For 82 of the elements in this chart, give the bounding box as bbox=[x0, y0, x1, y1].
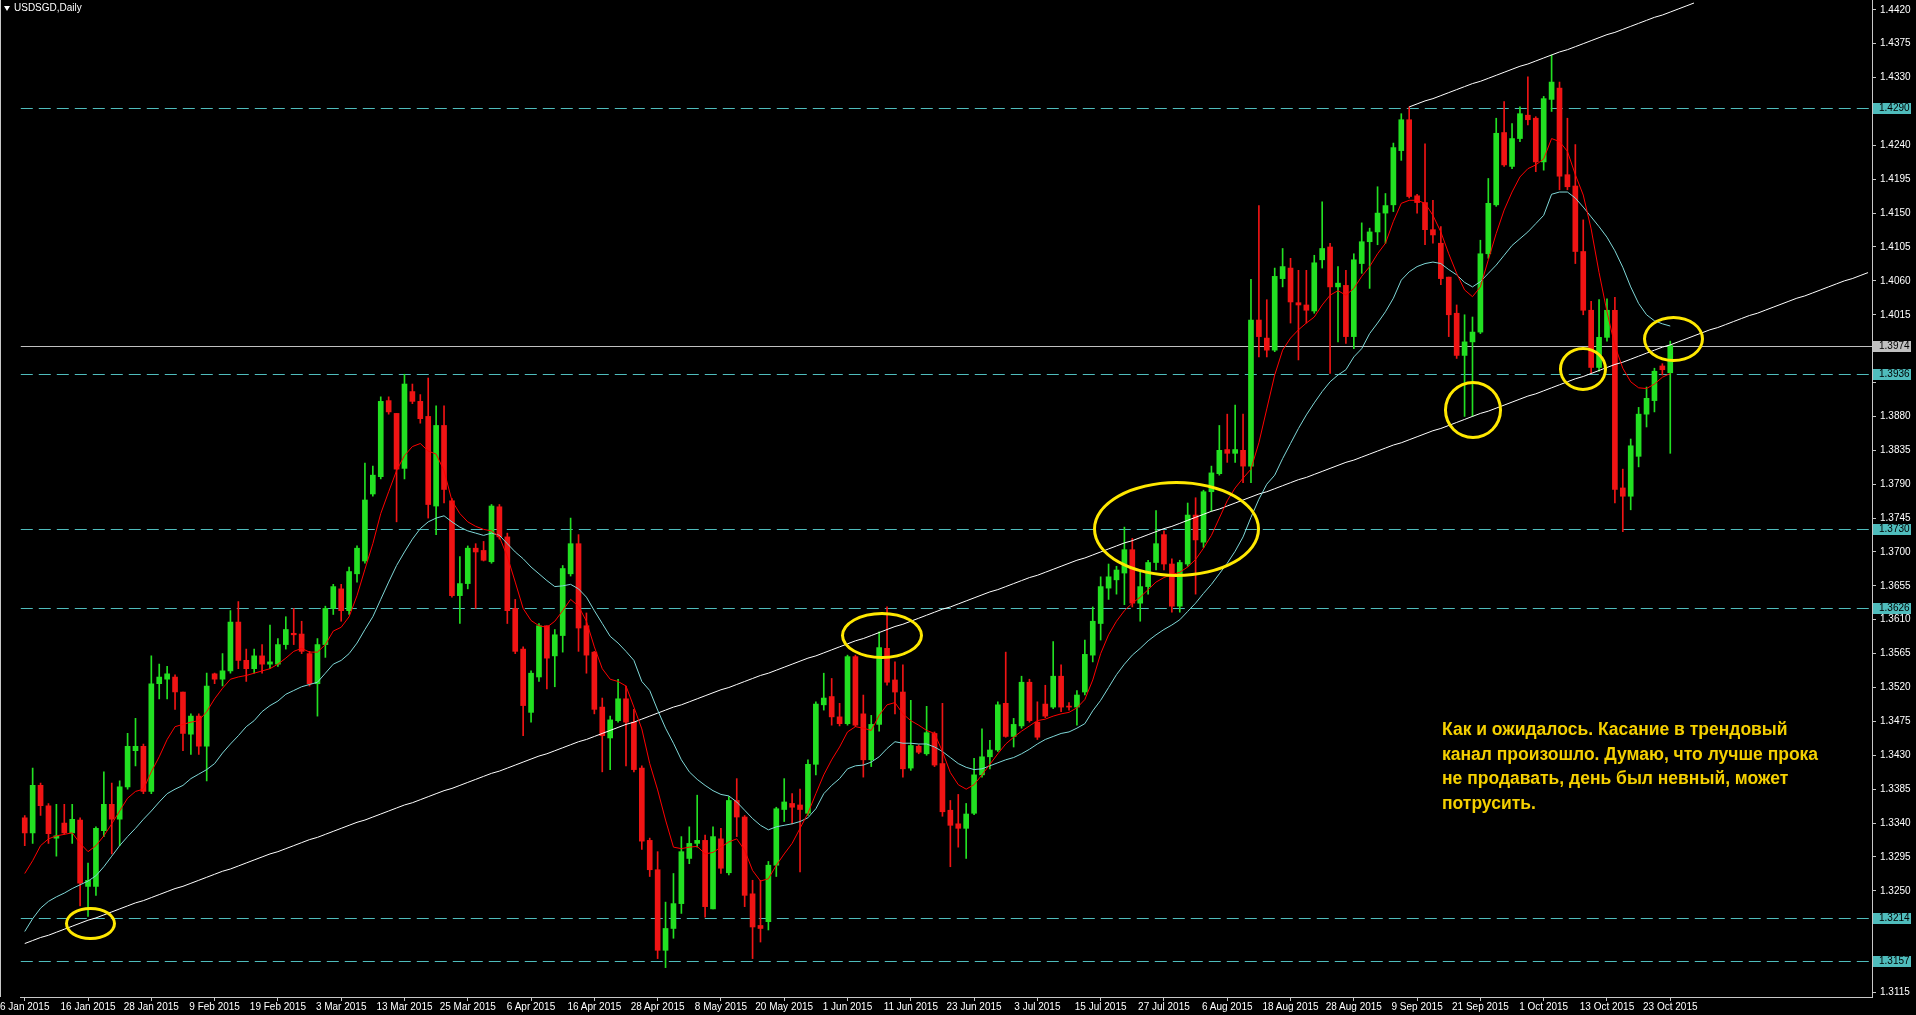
y-tick-label: 1.3610 bbox=[1880, 613, 1912, 625]
y-tick-label: 1.4015 bbox=[1880, 308, 1912, 320]
candlestick bbox=[955, 794, 962, 848]
y-tick-label: 1.4150 bbox=[1880, 206, 1912, 218]
x-tick-label: 1 Oct 2015 bbox=[1519, 1000, 1569, 1012]
chart-title: USDSGD,Daily bbox=[14, 2, 82, 14]
y-tick-label: 1.3295 bbox=[1880, 850, 1912, 862]
ref-line-label: 1.3730 bbox=[1879, 523, 1911, 535]
y-tick-label: 1.3340 bbox=[1880, 816, 1912, 828]
annotation: Как и ожидалось. Касание в трендовый канал произошло. Думаю, что лучше прока не продавать, день был невный, может потрусить. bbox=[1442, 718, 1820, 815]
x-tick-label: 3 Mar 2015 bbox=[315, 1000, 367, 1012]
y-tick-label: 1.4240 bbox=[1880, 139, 1912, 151]
x-tick-label: 9 Feb 2015 bbox=[189, 1000, 241, 1012]
y-tick-label: 1.3115 bbox=[1880, 986, 1911, 998]
x-tick-label: 20 May 2015 bbox=[755, 1000, 814, 1012]
y-tick-label: 1.3835 bbox=[1880, 444, 1912, 456]
y-tick-label: 1.4330 bbox=[1880, 71, 1912, 83]
x-tick-label: 8 May 2015 bbox=[694, 1000, 748, 1012]
x-tick-label: 21 Sep 2015 bbox=[1452, 1000, 1510, 1012]
y-tick-label: 1.3475 bbox=[1880, 715, 1912, 727]
ref-line-label: 1.3974 bbox=[1879, 340, 1911, 352]
candlestick bbox=[781, 778, 788, 822]
x-tick-label: 16 Apr 2015 bbox=[567, 1000, 622, 1012]
candlestick bbox=[472, 543, 479, 609]
candlestick bbox=[820, 672, 827, 711]
x-tick-label: 9 Sep 2015 bbox=[1391, 1000, 1444, 1012]
x-tick-label: 28 Apr 2015 bbox=[630, 1000, 686, 1012]
x-tick-label: 28 Jan 2015 bbox=[123, 1000, 180, 1012]
x-tick-label: 23 Jun 2015 bbox=[946, 1000, 1003, 1012]
ref-line-label: 1.3936 bbox=[1879, 368, 1911, 380]
candlestick bbox=[164, 666, 170, 700]
candlestick bbox=[1525, 76, 1531, 126]
y-tick-label: 1.4105 bbox=[1880, 240, 1912, 252]
y-tick-label: 1.3430 bbox=[1880, 749, 1912, 761]
x-tick-label: 18 Aug 2015 bbox=[1262, 1000, 1320, 1012]
candlestick bbox=[1319, 201, 1325, 269]
x-tick-label: 13 Mar 2015 bbox=[376, 1000, 433, 1012]
x-tick-label: 6 Jan 2015 bbox=[0, 1000, 50, 1012]
ref-line-label: 1.4290 bbox=[1879, 102, 1911, 114]
y-tick-label: 1.3790 bbox=[1880, 477, 1912, 489]
y-tick-label: 1.3520 bbox=[1880, 681, 1912, 693]
x-tick-label: 13 Oct 2015 bbox=[1579, 1000, 1635, 1012]
x-tick-label: 16 Jan 2015 bbox=[60, 1000, 116, 1012]
ref-line-label: 1.3214 bbox=[1879, 912, 1911, 924]
candlestick bbox=[290, 608, 297, 645]
candlestick bbox=[1335, 266, 1341, 343]
x-tick-label: 6 Apr 2015 bbox=[506, 1000, 556, 1012]
x-tick-label: 19 Feb 2015 bbox=[249, 1000, 307, 1012]
x-tick-label: 28 Aug 2015 bbox=[1325, 1000, 1383, 1012]
candlestick bbox=[1263, 299, 1270, 358]
x-tick-label: 23 Oct 2015 bbox=[1643, 1000, 1698, 1012]
candlestick bbox=[1430, 199, 1436, 244]
candlestick bbox=[1224, 413, 1231, 463]
x-tick-label: 1 Jun 2015 bbox=[822, 1000, 873, 1012]
candlestick bbox=[457, 556, 463, 624]
y-tick-label: 1.3565 bbox=[1880, 647, 1912, 659]
y-tick-label: 1.4060 bbox=[1880, 274, 1912, 286]
y-tick-label: 1.3250 bbox=[1880, 884, 1912, 896]
y-tick-label: 1.4420 bbox=[1880, 3, 1912, 15]
x-tick-label: 3 Jul 2015 bbox=[1014, 1000, 1061, 1012]
candlestick bbox=[789, 793, 795, 825]
y-tick-label: 1.4195 bbox=[1880, 172, 1912, 184]
y-tick-label: 1.4375 bbox=[1880, 37, 1912, 49]
ref-line-label: 1.3157 bbox=[1879, 955, 1911, 967]
x-tick-label: 25 Mar 2015 bbox=[439, 1000, 497, 1012]
ref-line-label: 1.3626 bbox=[1879, 602, 1911, 614]
candlestick bbox=[156, 663, 163, 700]
y-tick-label: 1.3385 bbox=[1880, 782, 1912, 794]
x-tick-label: 11 Jun 2015 bbox=[883, 1000, 939, 1012]
candlestick bbox=[85, 862, 91, 917]
candlestick bbox=[1232, 404, 1238, 463]
x-tick-label: 15 Jul 2015 bbox=[1074, 1000, 1127, 1012]
y-tick-label: 1.3880 bbox=[1880, 410, 1912, 422]
y-tick-label: 1.3745 bbox=[1880, 511, 1912, 523]
candlestick bbox=[1256, 205, 1262, 358]
candlestick bbox=[797, 788, 803, 873]
x-tick-label: 6 Aug 2015 bbox=[1201, 1000, 1253, 1012]
y-tick-label: 1.3700 bbox=[1880, 545, 1912, 557]
candlestick bbox=[1619, 468, 1626, 532]
candlestick bbox=[694, 794, 701, 848]
x-tick-label: 27 Jul 2015 bbox=[1138, 1000, 1191, 1012]
y-tick-label: 1.3655 bbox=[1880, 579, 1912, 591]
